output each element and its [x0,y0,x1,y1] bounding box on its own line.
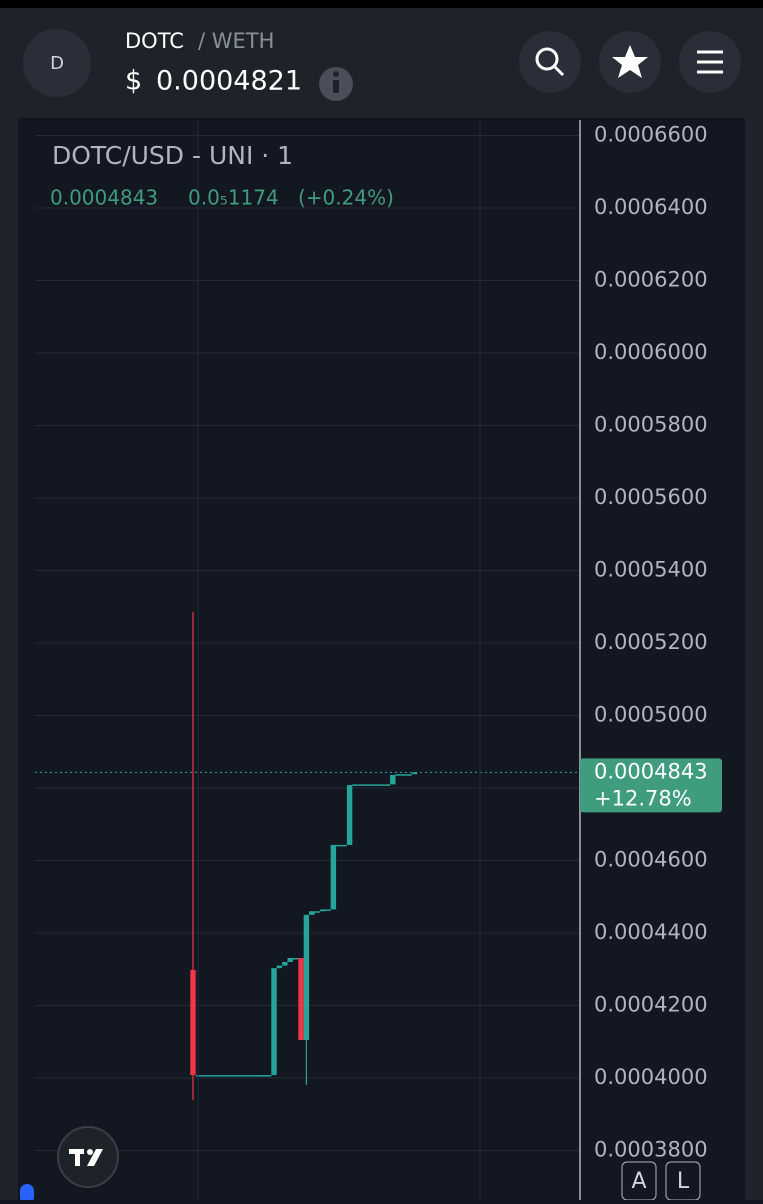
candle-body [228,1075,234,1077]
candle-body [384,784,391,786]
candle-body [298,958,304,1040]
legend-close: 0.0004843 [50,186,158,210]
candle-body [276,965,283,969]
candle-body [233,1075,239,1077]
candle-body [357,784,364,786]
candle-body [309,911,315,915]
candle-body [282,961,288,966]
chart-panel [18,118,745,1200]
candle-body [287,958,293,962]
y-tick-label: 0.0004200 [594,992,708,1016]
candle-body [217,1075,223,1077]
info-glyph [333,71,339,77]
candle-body [238,1075,245,1077]
candle-body [363,784,369,786]
y-tick-label: 0.0005200 [594,630,708,654]
candle-body [411,772,418,775]
candle-body [330,844,337,910]
menu-icon [697,50,723,74]
scroll-indicator [20,1184,34,1204]
y-tick-label: 0.0006200 [594,268,708,292]
candle-body [211,1075,218,1077]
y-tick-label: 0.0003800 [594,1137,708,1161]
candle-body [346,785,353,845]
y-tick-label: 0.0006400 [594,195,708,219]
y-tick-label: 0.0006000 [594,340,708,364]
header-price: 0.0004821 [156,66,302,97]
y-tick-label: 0.0006600 [594,123,708,147]
base-symbol: DOTC [125,29,184,53]
y-tick-label: 0.0005600 [594,485,708,509]
quote-symbol: / WETH [198,29,274,53]
y-tick-label: 0.0004400 [594,920,708,944]
auto-scale-label: A [631,1169,646,1194]
candle-body [303,914,310,1040]
candle-body [368,784,374,786]
candle-body [341,844,347,847]
legend-change-pct: (+0.24%) [298,186,394,210]
candle-body [249,1075,256,1077]
y-tick-label: 0.0005000 [594,702,708,726]
plot [35,135,580,1151]
candle-body [390,774,396,785]
candle-body [222,1075,229,1077]
search-icon [552,64,565,77]
candle-body [265,1075,272,1077]
candle-body [190,969,196,1076]
info-glyph [333,80,339,93]
candle-body [255,1075,261,1077]
legend-change: 0.0₅1174 [188,186,279,210]
candle-body [325,909,331,911]
candle-body [395,774,401,776]
last-price-label: 0.0004843 [594,759,708,783]
log-scale-label: L [677,1169,690,1194]
candle-body [373,784,380,786]
candle-body [400,774,407,776]
y-tick-label: 0.0005400 [594,558,708,582]
candle-body [201,1075,207,1077]
candle-body [244,1075,250,1077]
candle-body [206,1075,212,1077]
y-tick-label: 0.0005800 [594,413,708,437]
last-price-box [580,758,722,813]
candle-body [336,844,342,847]
candle-body [319,909,326,912]
chart-title: DOTC/USD - UNI · 1 [52,141,293,170]
y-tick-label: 0.0004000 [594,1065,708,1089]
candle-body [271,968,277,1076]
candle-body [260,1075,266,1077]
token-avatar[interactable] [23,29,91,97]
tradingview-logo[interactable] [57,1126,119,1188]
search-icon [535,47,559,71]
star-icon [612,45,648,78]
avatar-letter: D [50,53,64,74]
candle-body [352,784,358,786]
search-button[interactable] [519,31,581,93]
currency: $ [125,66,142,97]
last-change-label: +12.78% [594,786,692,810]
tradingview-glyph [69,1149,103,1166]
candle-body [314,911,320,913]
y-tick-label: 0.0004600 [594,847,708,871]
candle-body [379,784,385,786]
candle-body [406,774,412,776]
status-strip [0,0,763,8]
candle-body [292,958,299,960]
